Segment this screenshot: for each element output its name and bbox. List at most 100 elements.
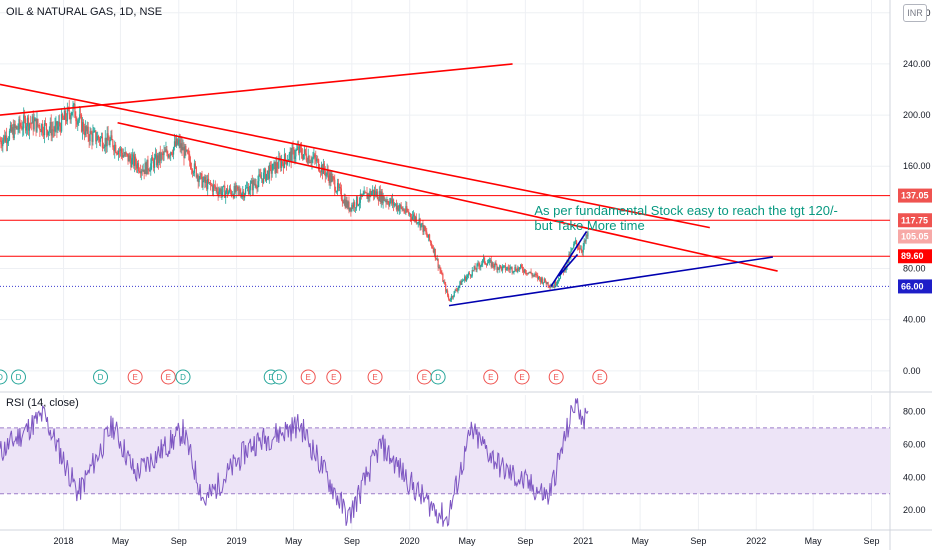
earnings-marker — [367, 369, 383, 385]
candle-body — [39, 125, 41, 131]
candle-body — [237, 186, 239, 190]
event-marker-letter: D — [276, 373, 282, 382]
event-marker-letter: D — [98, 373, 104, 382]
candle-body — [550, 286, 552, 288]
candle-body — [585, 234, 587, 242]
candle-body — [468, 273, 471, 275]
candle-body — [124, 152, 126, 156]
candle-body — [502, 265, 505, 267]
candle-body — [126, 153, 128, 155]
candle-body — [573, 243, 575, 248]
currency-button[interactable]: INR — [903, 4, 927, 22]
candle-body — [575, 240, 577, 243]
candle-body — [208, 178, 210, 183]
candle-body — [311, 158, 313, 163]
candle-body — [269, 165, 271, 166]
candle-body — [414, 216, 416, 220]
candle-body — [531, 273, 533, 276]
candle-body — [325, 173, 327, 177]
candle-body — [288, 154, 290, 161]
candle-body — [465, 277, 468, 281]
candle-body — [21, 126, 23, 130]
candle-body — [186, 150, 188, 152]
candle-body — [448, 298, 451, 301]
candle-body — [532, 274, 534, 276]
candle-body — [315, 157, 317, 162]
candle-body — [505, 269, 508, 271]
candle-body — [12, 127, 14, 139]
candle-body — [199, 173, 201, 179]
candle-body — [156, 155, 159, 166]
candle-body — [454, 289, 456, 292]
candle-body — [50, 121, 52, 136]
candles-group — [0, 100, 589, 303]
level-badge-label: 89.60 — [901, 251, 924, 261]
candle-body — [445, 284, 447, 292]
candle-body — [557, 279, 560, 281]
candle-body — [412, 214, 415, 217]
candle-body — [351, 204, 353, 211]
candle-body — [159, 151, 161, 161]
candle-body — [318, 170, 321, 172]
candle-body — [153, 160, 155, 168]
event-marker-letter: D — [180, 373, 186, 382]
candle-body — [48, 129, 50, 132]
candle-body — [138, 170, 141, 172]
candle-body — [510, 267, 512, 268]
candle-body — [511, 267, 513, 272]
candle-body — [276, 162, 278, 168]
candle-body — [524, 269, 526, 274]
candle-body — [257, 181, 259, 188]
candle-body — [243, 191, 245, 198]
candle-body — [201, 173, 203, 188]
candle-body — [118, 150, 121, 152]
candle-body — [571, 248, 573, 251]
price-tick-label: 240.00 — [903, 59, 931, 69]
candle-body — [169, 155, 171, 157]
candle-body — [579, 248, 581, 250]
candle-body — [519, 267, 521, 270]
event-marker-letter: D — [435, 373, 441, 382]
candle-body — [170, 152, 172, 156]
candle-body — [171, 154, 174, 155]
candle-body — [439, 267, 441, 271]
candle-body — [404, 211, 406, 213]
time-tick-label: Sep — [863, 536, 879, 546]
candle-body — [355, 207, 357, 209]
candle-body — [148, 170, 150, 172]
candle-body — [538, 276, 540, 279]
candle-body — [520, 265, 523, 267]
candle-body — [332, 176, 334, 178]
candle-body — [409, 213, 411, 215]
candle-body — [81, 122, 84, 132]
candle-body — [303, 149, 306, 155]
candle-body — [43, 122, 46, 136]
candle-body — [179, 139, 181, 148]
candle-body — [266, 170, 269, 174]
candle-body — [111, 135, 113, 140]
event-marker-letter: E — [166, 373, 171, 382]
candle-body — [344, 198, 346, 208]
candle-body — [190, 168, 193, 170]
candle-body — [297, 146, 299, 150]
candle-body — [103, 146, 105, 148]
candle-body — [345, 200, 347, 208]
candle-body — [122, 155, 124, 158]
candle-body — [374, 190, 377, 196]
candle-body — [267, 170, 269, 179]
candle-body — [167, 153, 169, 158]
candle-body — [226, 188, 228, 193]
candle-body — [59, 121, 61, 126]
candle-body — [177, 141, 179, 145]
candle-body — [255, 183, 257, 187]
candle-body — [514, 267, 516, 272]
candle-body — [61, 114, 63, 132]
candle-body — [35, 118, 37, 132]
time-tick-label: 2022 — [746, 536, 766, 546]
blue-trendline — [557, 253, 579, 277]
event-marker-letter: E — [132, 373, 137, 382]
candle-body — [247, 186, 250, 194]
candle-body — [83, 131, 86, 136]
